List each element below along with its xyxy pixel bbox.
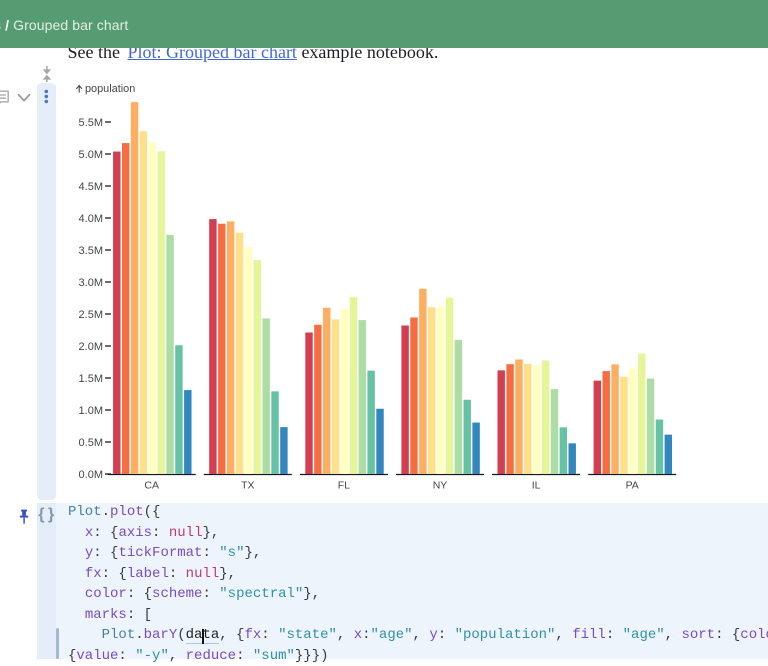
svg-text:population: population — [85, 83, 135, 95]
svg-text:PA: PA — [626, 480, 639, 492]
svg-text:2.0M: 2.0M — [79, 341, 103, 353]
svg-text:5.0M: 5.0M — [79, 149, 103, 161]
svg-text:FL: FL — [338, 480, 350, 492]
svg-text:4.0M: 4.0M — [79, 213, 103, 225]
svg-text:IL: IL — [532, 480, 541, 492]
svg-text:4.5M: 4.5M — [79, 181, 103, 193]
svg-text:1.0M: 1.0M — [79, 405, 103, 417]
svg-text:3.0M: 3.0M — [79, 277, 103, 289]
svg-text:2.5M: 2.5M — [79, 309, 103, 321]
svg-text:5.5M: 5.5M — [79, 117, 103, 129]
svg-text:NY: NY — [433, 480, 448, 492]
svg-text:0.0M: 0.0M — [79, 469, 103, 481]
svg-text:TX: TX — [241, 480, 254, 492]
svg-text:3.5M: 3.5M — [79, 245, 103, 257]
svg-text:1.5M: 1.5M — [79, 373, 103, 385]
svg-text:0.5M: 0.5M — [79, 437, 103, 449]
svg-text:CA: CA — [144, 480, 159, 492]
